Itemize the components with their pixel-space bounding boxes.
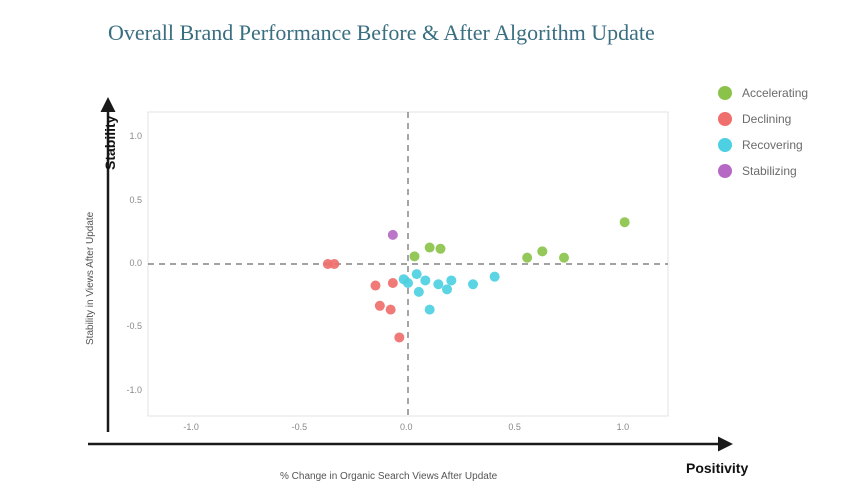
legend-label: Accelerating — [742, 86, 808, 100]
legend-label: Declining — [742, 112, 791, 126]
legend-swatch — [718, 86, 732, 100]
legend-item[interactable]: Accelerating — [718, 80, 808, 106]
legend-swatch — [718, 112, 732, 126]
legend-swatch — [718, 138, 732, 152]
stability-label: Stability — [102, 116, 118, 170]
legend-label: Stabilizing — [742, 164, 797, 178]
chart-stage: Overall Brand Performance Before & After… — [0, 0, 853, 501]
legend: Accelerating Declining Recovering Stabilizi… — [718, 80, 808, 184]
legend-item[interactable]: Declining — [718, 106, 808, 132]
legend-item[interactable]: Recovering — [718, 132, 808, 158]
legend-item[interactable]: Stabilizing — [718, 158, 808, 184]
axis-arrow — [0, 0, 853, 501]
y-axis-label: Stability in Views After Update — [85, 212, 96, 345]
x-axis-label: % Change in Organic Search Views After U… — [280, 471, 497, 482]
legend-swatch — [718, 164, 732, 178]
legend-label: Recovering — [742, 138, 803, 152]
positivity-label: Positivity — [686, 460, 748, 476]
